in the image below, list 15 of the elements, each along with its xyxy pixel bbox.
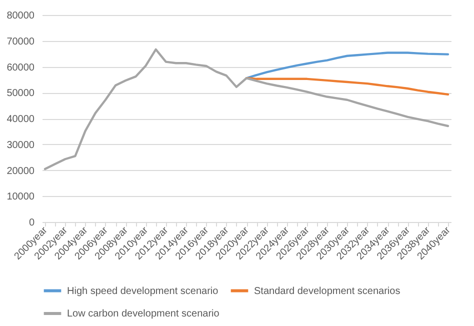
line-series (44, 48, 450, 170)
y-tick-label: 10000 (6, 192, 35, 203)
line-series (245, 52, 450, 80)
y-tick-label: 70000 (6, 36, 35, 48)
y-tick-label: 60000 (6, 62, 35, 74)
y-tick-label: 40000 (6, 114, 35, 125)
line-series (245, 77, 450, 96)
y-tick-label: 80000 (6, 10, 35, 22)
y-tick-label: 50000 (6, 88, 35, 100)
legend-label: High speed development scenario (67, 286, 219, 297)
y-tick-label: 30000 (6, 140, 35, 151)
legend-label: Standard development scenarios (254, 286, 400, 297)
y-tick-label: 20000 (6, 166, 35, 177)
legend-label: Low carbon development scenario (67, 308, 220, 320)
y-tick-label: 0 (28, 218, 35, 228)
